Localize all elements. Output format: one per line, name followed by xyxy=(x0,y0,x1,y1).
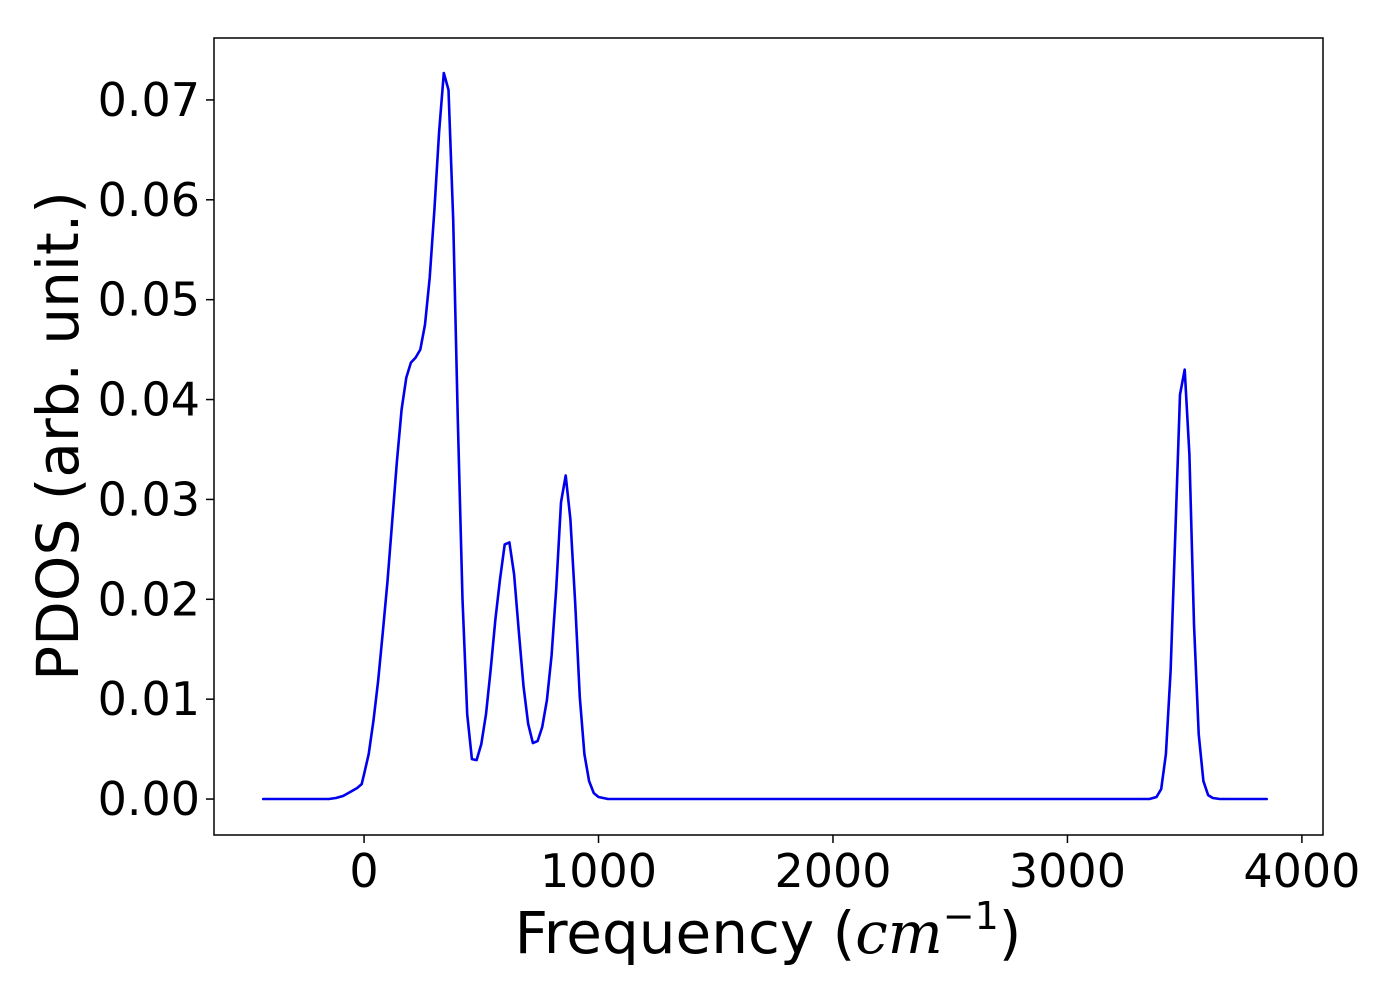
x-tick-label: 4000 xyxy=(1243,844,1360,898)
y-tick-label: 0.01 xyxy=(98,672,200,726)
y-axis-ticks: 0.00 0.01 0.02 0.03 0.04 0.05 0.06 0.07 xyxy=(98,73,214,826)
y-tick-label: 0.04 xyxy=(98,373,200,427)
y-tick-label: 0.06 xyxy=(98,173,200,227)
plot-frame xyxy=(213,37,1324,836)
y-tick-label: 0.05 xyxy=(98,273,200,327)
x-axis-ticks: 0 1000 2000 3000 4000 xyxy=(349,835,1360,898)
x-tick-label: 3000 xyxy=(1009,844,1126,898)
y-tick-label: 0.03 xyxy=(98,472,200,526)
series-line-pdos xyxy=(261,71,1268,801)
y-tick-label: 0.00 xyxy=(98,772,200,826)
plot-area xyxy=(213,37,1324,836)
y-tick-label: 0.07 xyxy=(98,73,200,127)
x-tick-label: 1000 xyxy=(540,844,657,898)
x-tick-label: 0 xyxy=(349,844,378,898)
y-tick-label: 0.02 xyxy=(98,572,200,626)
x-tick-label: 2000 xyxy=(774,844,891,898)
y-axis-label: PDOS (arb. unit.) xyxy=(24,191,92,681)
x-axis-label: Frequency (cm−1) xyxy=(515,894,1022,967)
